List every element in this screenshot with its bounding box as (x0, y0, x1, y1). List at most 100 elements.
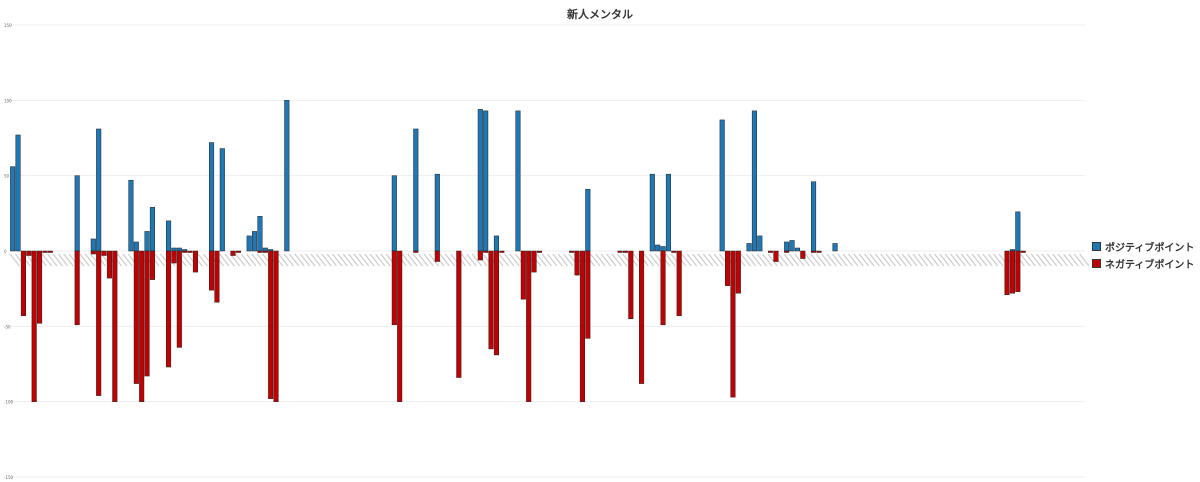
bar-negative[interactable] (96, 250, 102, 396)
bar-positive[interactable] (719, 119, 725, 252)
bar-negative[interactable] (574, 250, 580, 276)
legend-item-positive[interactable]: ポジティブポイント (1092, 238, 1194, 255)
bar-negative[interactable] (37, 250, 43, 324)
bar-negative[interactable] (617, 250, 623, 253)
bar-positive[interactable] (493, 235, 499, 252)
bar-negative[interactable] (768, 250, 774, 253)
bar-positive[interactable] (1015, 211, 1021, 252)
bar-positive[interactable] (434, 173, 440, 252)
bar-negative[interactable] (730, 250, 736, 398)
bar-negative[interactable] (811, 250, 817, 253)
bar-negative[interactable] (1009, 250, 1015, 294)
bar-negative[interactable] (176, 250, 182, 348)
bar-positive[interactable] (585, 188, 591, 252)
bar-negative[interactable] (166, 250, 172, 368)
bar-negative[interactable] (622, 250, 628, 253)
bar-positive[interactable] (262, 247, 268, 252)
bar-negative[interactable] (816, 250, 822, 253)
bar-negative[interactable] (273, 250, 279, 402)
bar-negative[interactable] (214, 250, 220, 303)
bar-negative[interactable] (526, 250, 532, 402)
bar-positive[interactable] (10, 166, 16, 252)
legend-item-negative[interactable]: ネガティブポイント (1092, 255, 1194, 272)
bar-negative[interactable] (90, 250, 96, 255)
bar-negative[interactable] (800, 250, 806, 259)
bar-negative[interactable] (536, 250, 542, 253)
bar-negative[interactable] (101, 250, 107, 256)
bar-negative[interactable] (477, 250, 483, 261)
bar-positive[interactable] (133, 241, 139, 252)
bar-positive[interactable] (515, 110, 521, 252)
bar-negative[interactable] (257, 250, 263, 253)
bar-positive[interactable] (90, 238, 96, 252)
bar-negative[interactable] (784, 250, 790, 253)
bar-positive[interactable] (128, 179, 134, 252)
bar-negative[interactable] (106, 250, 112, 279)
bar-negative[interactable] (569, 250, 575, 253)
bar-negative[interactable] (20, 250, 26, 317)
bar-positive[interactable] (789, 240, 795, 252)
bar-negative[interactable] (725, 250, 731, 286)
bar-negative[interactable] (42, 250, 48, 253)
bar-positive[interactable] (74, 175, 80, 252)
bar-positive[interactable] (176, 247, 182, 252)
bar-positive[interactable] (246, 235, 252, 252)
bar-negative[interactable] (1020, 250, 1026, 253)
bar-positive[interactable] (171, 247, 177, 252)
bar-negative[interactable] (676, 250, 682, 317)
bar-positive[interactable] (757, 235, 763, 252)
bar-positive[interactable] (649, 173, 655, 252)
bar-negative[interactable] (139, 250, 145, 402)
bar-negative[interactable] (628, 250, 634, 320)
bar-negative[interactable] (456, 250, 462, 378)
bar-negative[interactable] (209, 250, 215, 291)
bar-positive[interactable] (96, 128, 102, 252)
bar-negative[interactable] (133, 250, 139, 384)
bar-negative[interactable] (391, 250, 397, 326)
bar-negative[interactable] (1015, 250, 1021, 292)
bar-negative[interactable] (671, 250, 677, 253)
bar-positive[interactable] (477, 109, 483, 252)
bar-negative[interactable] (230, 250, 236, 256)
bar-negative[interactable] (499, 250, 505, 253)
bar-negative[interactable] (585, 250, 591, 339)
bar-negative[interactable] (262, 250, 268, 253)
bar-positive[interactable] (284, 100, 290, 252)
bar-negative[interactable] (735, 250, 741, 294)
bar-negative[interactable] (1004, 250, 1010, 295)
bar-positive[interactable] (144, 231, 150, 252)
bar-positive[interactable] (219, 148, 225, 252)
bar-positive[interactable] (794, 247, 800, 252)
bar-positive[interactable] (746, 243, 752, 252)
bar-negative[interactable] (47, 250, 53, 253)
bar-positive[interactable] (252, 231, 258, 252)
bar-negative[interactable] (112, 250, 118, 402)
bar-negative[interactable] (74, 250, 80, 326)
bar-negative[interactable] (187, 250, 193, 253)
bar-negative[interactable] (639, 250, 645, 384)
bar-negative[interactable] (31, 250, 37, 402)
bar-negative[interactable] (144, 250, 150, 377)
bar-positive[interactable] (483, 110, 489, 252)
bar-negative[interactable] (531, 250, 537, 273)
bar-positive[interactable] (166, 220, 172, 252)
bar-negative[interactable] (579, 250, 585, 402)
bar-positive[interactable] (665, 173, 671, 252)
bar-positive[interactable] (257, 216, 263, 252)
bar-negative[interactable] (268, 250, 274, 399)
bar-negative[interactable] (171, 250, 177, 264)
bar-positive[interactable] (811, 181, 817, 252)
bar-negative[interactable] (413, 250, 419, 253)
bar-negative[interactable] (149, 250, 155, 280)
bar-negative[interactable] (488, 250, 494, 350)
bar-negative[interactable] (235, 250, 241, 253)
bar-negative[interactable] (483, 250, 489, 253)
bar-negative[interactable] (26, 250, 32, 256)
bar-positive[interactable] (149, 207, 155, 252)
bar-positive[interactable] (660, 246, 666, 252)
bar-positive[interactable] (15, 134, 21, 252)
bar-negative[interactable] (434, 250, 440, 262)
bar-negative[interactable] (493, 250, 499, 356)
bar-negative[interactable] (773, 250, 779, 262)
bar-positive[interactable] (751, 110, 757, 252)
